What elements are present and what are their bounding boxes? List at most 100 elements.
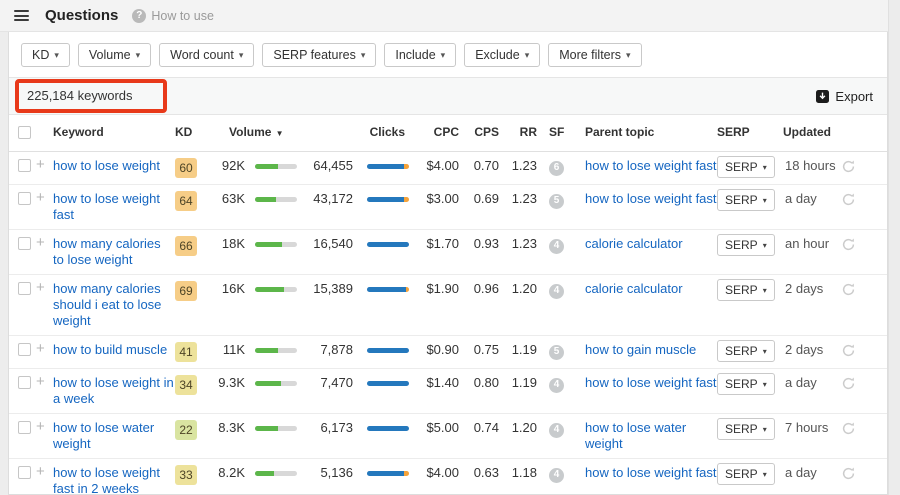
- filter-button-include[interactable]: Include ▾: [384, 43, 457, 67]
- row-checkbox[interactable]: [18, 343, 31, 356]
- add-to-list-icon[interactable]: +: [36, 463, 45, 480]
- table-row: + how to lose water weight 22 8.3K 6,173 $5.0…: [9, 414, 887, 459]
- serp-dropdown-button[interactable]: SERP ▾: [717, 463, 775, 485]
- column-header-rr[interactable]: RR: [519, 125, 537, 139]
- serp-dropdown-button[interactable]: SERP ▾: [717, 234, 775, 256]
- column-header-clicks[interactable]: Clicks: [369, 125, 405, 139]
- row-checkbox[interactable]: [18, 159, 31, 172]
- chevron-down-icon: ▾: [360, 49, 366, 60]
- refresh-icon[interactable]: [841, 281, 867, 301]
- serp-dropdown-button[interactable]: SERP ▾: [717, 156, 775, 178]
- volume-bar-fill: [255, 197, 276, 202]
- kd-badge: 64: [175, 191, 197, 211]
- refresh-icon[interactable]: [841, 420, 867, 440]
- add-to-list-icon[interactable]: +: [36, 373, 45, 390]
- parent-topic-link[interactable]: how to lose weight fast: [585, 465, 717, 480]
- serp-label: SERP: [725, 467, 758, 481]
- row-checkbox[interactable]: [18, 376, 31, 389]
- cpc-value: $3.00: [426, 191, 459, 206]
- export-button[interactable]: Export: [816, 89, 873, 104]
- serp-label: SERP: [725, 344, 758, 358]
- serp-dropdown-button[interactable]: SERP ▾: [717, 189, 775, 211]
- filter-button-more-filters[interactable]: More filters ▾: [548, 43, 642, 67]
- add-to-list-icon[interactable]: +: [36, 234, 45, 251]
- filter-label: KD: [32, 48, 50, 62]
- keyword-link[interactable]: how to build muscle: [53, 342, 168, 357]
- serp-dropdown-button[interactable]: SERP ▾: [717, 340, 775, 362]
- parent-topic-link[interactable]: calorie calculator: [585, 236, 683, 251]
- column-header-updated[interactable]: Updated: [783, 125, 831, 139]
- column-header-sf[interactable]: SF: [549, 125, 565, 139]
- keyword-link[interactable]: how to lose weight fast: [53, 191, 160, 222]
- row-checkbox[interactable]: [18, 192, 31, 205]
- volume-bar-fill: [255, 287, 285, 292]
- keyword-link[interactable]: how to lose weight in a week: [53, 375, 174, 406]
- volume-value: 18K: [221, 236, 245, 251]
- updated-value: an hour: [785, 236, 830, 251]
- table-body: + how to lose weight 60 92K 64,455 $4.00 0.70 1…: [9, 152, 887, 495]
- scrollbar[interactable]: [888, 0, 900, 495]
- add-to-list-icon[interactable]: +: [36, 279, 45, 296]
- parent-topic-link[interactable]: how to gain muscle: [585, 342, 697, 357]
- column-header-volume[interactable]: Volume ▼: [211, 123, 309, 139]
- add-to-list-icon[interactable]: +: [36, 418, 45, 435]
- refresh-icon[interactable]: [841, 465, 867, 485]
- keyword-link[interactable]: how many calories to lose weight: [53, 236, 161, 267]
- menu-icon[interactable]: [14, 10, 29, 21]
- how-to-use-link[interactable]: ? How to use: [132, 8, 214, 23]
- column-header-kd[interactable]: KD: [175, 125, 193, 139]
- parent-topic-link[interactable]: calorie calculator: [585, 281, 683, 296]
- parent-topic-link[interactable]: how to lose weight fast: [585, 375, 717, 390]
- sf-badge: 4: [549, 283, 564, 299]
- serp-dropdown-button[interactable]: SERP ▾: [717, 373, 775, 395]
- refresh-icon[interactable]: [841, 158, 867, 178]
- row-checkbox[interactable]: [18, 421, 31, 434]
- cpc-value: $4.00: [426, 465, 459, 480]
- keyword-link[interactable]: how to lose weight: [53, 158, 160, 173]
- refresh-icon[interactable]: [841, 236, 867, 256]
- select-all-checkbox[interactable]: [18, 126, 31, 139]
- row-checkbox[interactable]: [18, 237, 31, 250]
- refresh-icon[interactable]: [841, 342, 867, 362]
- rr-value: 1.19: [511, 342, 537, 357]
- filter-button-volume[interactable]: Volume ▾: [77, 43, 152, 67]
- row-checkbox[interactable]: [18, 282, 31, 295]
- serp-dropdown-button[interactable]: SERP ▾: [717, 279, 775, 301]
- keyword-link[interactable]: how to lose water weight: [53, 420, 155, 451]
- cps-value: 0.93: [473, 236, 499, 251]
- clicks-value: 64,455: [313, 158, 353, 173]
- parent-topic-link[interactable]: how to lose water weight: [585, 420, 687, 451]
- clicks-bar-orange: [403, 471, 409, 476]
- filter-button-word-count[interactable]: Word count ▾: [159, 43, 255, 67]
- clicks-bar-blue: [367, 164, 404, 169]
- keyword-link[interactable]: how to lose weight fast in 2 weeks: [53, 465, 160, 495]
- rr-value: 1.18: [511, 465, 537, 480]
- serp-cell: SERP ▾: [717, 189, 783, 211]
- refresh-icon[interactable]: [841, 191, 867, 211]
- clicks-bar-cell: [367, 191, 419, 202]
- add-to-list-icon[interactable]: +: [36, 189, 45, 206]
- column-header-cpc[interactable]: CPC: [433, 125, 459, 139]
- filter-button-serp-features[interactable]: SERP features ▾: [262, 43, 377, 67]
- serp-dropdown-button[interactable]: SERP ▾: [717, 418, 775, 440]
- column-header-keyword[interactable]: Keyword: [53, 125, 104, 139]
- header-checkbox-cell: [9, 123, 33, 142]
- kd-cell: 69: [175, 281, 211, 301]
- parent-topic-link[interactable]: how to lose weight fast: [585, 158, 717, 173]
- add-to-list-icon[interactable]: +: [36, 340, 45, 357]
- filter-label: Word count: [170, 48, 234, 62]
- column-header-serp[interactable]: SERP: [717, 125, 750, 139]
- clicks-bar: [367, 164, 409, 169]
- refresh-icon[interactable]: [841, 375, 867, 395]
- filter-button-kd[interactable]: KD ▾: [21, 43, 70, 67]
- column-header-cps[interactable]: CPS: [474, 125, 499, 139]
- sf-cell: 4: [541, 375, 571, 393]
- keyword-link[interactable]: how many calories should i eat to lose w…: [53, 281, 162, 328]
- row-checkbox[interactable]: [18, 466, 31, 479]
- serp-cell: SERP ▾: [717, 373, 783, 395]
- parent-topic-link[interactable]: how to lose weight fast: [585, 191, 717, 206]
- column-header-parent-topic[interactable]: Parent topic: [585, 125, 655, 139]
- add-to-list-icon[interactable]: +: [36, 156, 45, 173]
- volume-bar: [255, 242, 297, 247]
- filter-button-exclude[interactable]: Exclude ▾: [464, 43, 541, 67]
